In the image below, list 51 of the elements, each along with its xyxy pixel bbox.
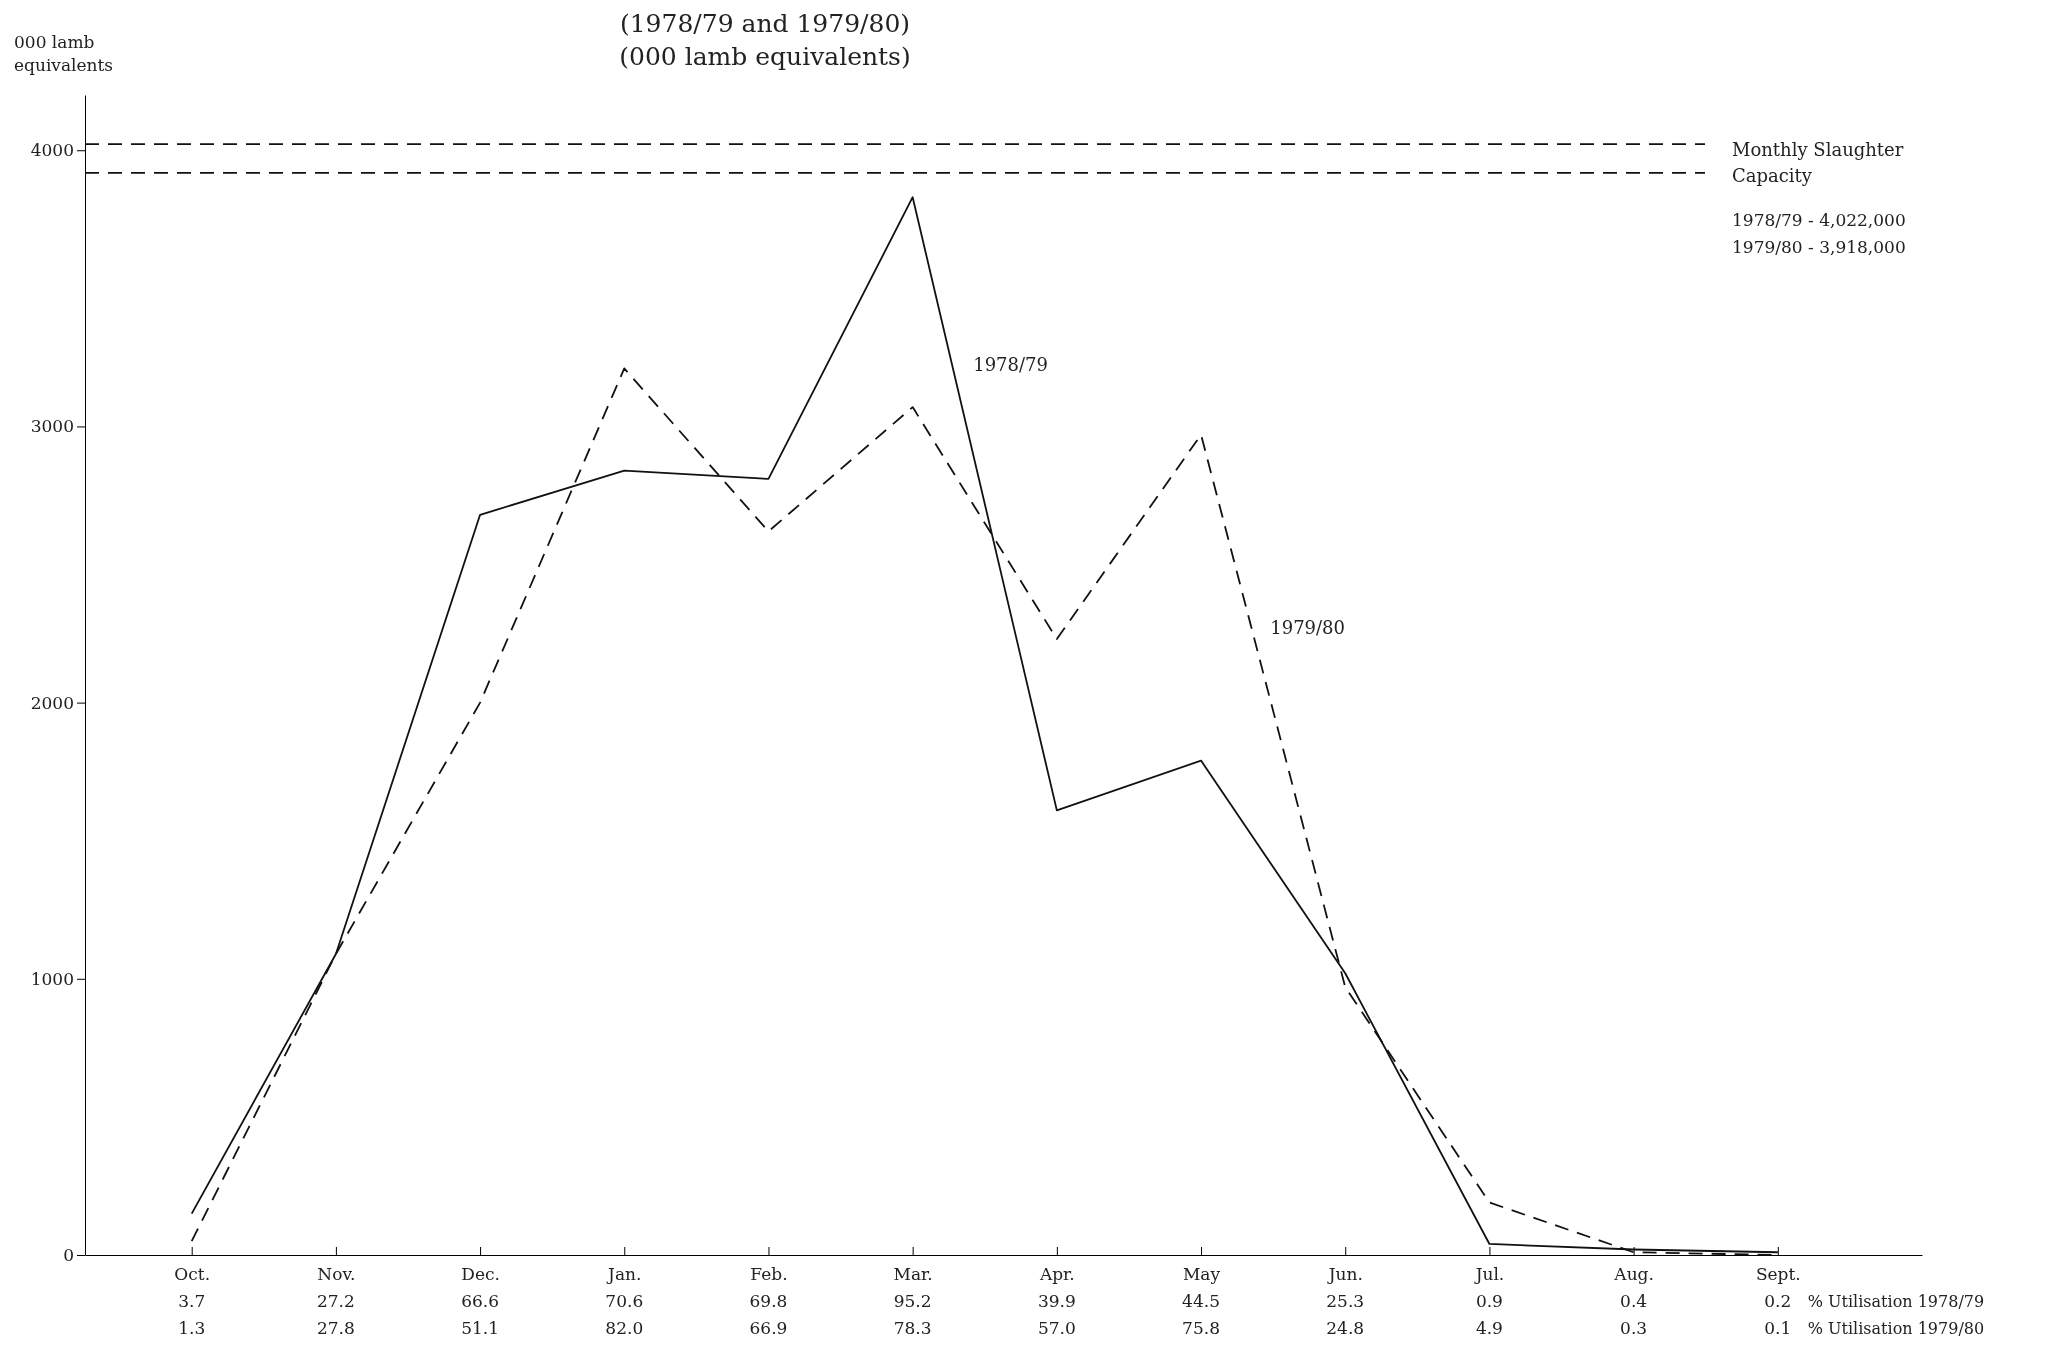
- text: 70.6: [605, 1291, 644, 1311]
- text: 0.4: [1620, 1291, 1648, 1311]
- text: 3.7: [178, 1291, 206, 1311]
- chart-title: (1978/79 and 1979/80): [619, 9, 911, 38]
- annotation: Monthly Slaughter Capacity: [1732, 139, 1904, 186]
- x-tick-label: Apr.: [1038, 1264, 1075, 1285]
- text: 27.2: [316, 1291, 355, 1311]
- x-tick-label: Feb.: [750, 1264, 788, 1285]
- text: 0.1: [1764, 1318, 1792, 1338]
- text: 27.8: [316, 1318, 355, 1338]
- text: 44.5: [1182, 1291, 1220, 1311]
- text: 0.3: [1620, 1318, 1648, 1338]
- x-tick-label: Oct.: [174, 1264, 211, 1285]
- x-tick-label: Jun.: [1326, 1264, 1363, 1285]
- text: 69.8: [749, 1291, 788, 1311]
- text: % Utilisation 1978/79: [1807, 1292, 1985, 1311]
- y-tick-label: 2000: [30, 692, 74, 713]
- y-tick-label: 3000: [30, 416, 74, 437]
- text: 57.0: [1037, 1318, 1076, 1338]
- y-tick-label: 0: [63, 1244, 74, 1265]
- text: 51.1: [461, 1318, 500, 1338]
- text: 75.8: [1182, 1318, 1220, 1338]
- text: 95.2: [893, 1291, 932, 1311]
- x-tick-label: Jan.: [606, 1264, 642, 1285]
- chart-subtitle: (000 lamb equivalents): [619, 42, 911, 71]
- x-tick-label: Nov.: [317, 1264, 356, 1285]
- text: 1.3: [178, 1318, 206, 1338]
- text: 24.8: [1326, 1318, 1365, 1338]
- text: 0.2: [1764, 1291, 1792, 1311]
- text: 66.9: [749, 1318, 788, 1338]
- text: 66.6: [461, 1291, 500, 1311]
- series-label: 1979/80: [1270, 616, 1346, 638]
- annotation: 1979/80 - 3,918,000: [1732, 237, 1906, 257]
- x-tick-label: Mar.: [893, 1264, 933, 1285]
- annotation: 1978/79 - 4,022,000: [1732, 210, 1906, 230]
- text: 25.3: [1326, 1291, 1365, 1311]
- y-axis-title: 000 lamb equivalents: [14, 32, 114, 75]
- y-tick-label: 4000: [30, 140, 74, 161]
- x-tick-label: Jul.: [1473, 1264, 1505, 1285]
- text: 0.9: [1475, 1291, 1503, 1311]
- text: 39.9: [1037, 1291, 1076, 1311]
- text: 82.0: [605, 1318, 644, 1338]
- text: 4.9: [1475, 1318, 1503, 1338]
- text: 78.3: [893, 1318, 932, 1338]
- x-tick-label: May: [1182, 1264, 1221, 1285]
- text: % Utilisation 1979/80: [1807, 1319, 1985, 1338]
- x-tick-label: Aug.: [1613, 1264, 1654, 1285]
- x-tick-label: Dec.: [461, 1264, 500, 1285]
- y-tick-label: 1000: [30, 968, 74, 989]
- series-label: 1978/79: [973, 354, 1048, 376]
- x-tick-label: Sept.: [1755, 1264, 1801, 1285]
